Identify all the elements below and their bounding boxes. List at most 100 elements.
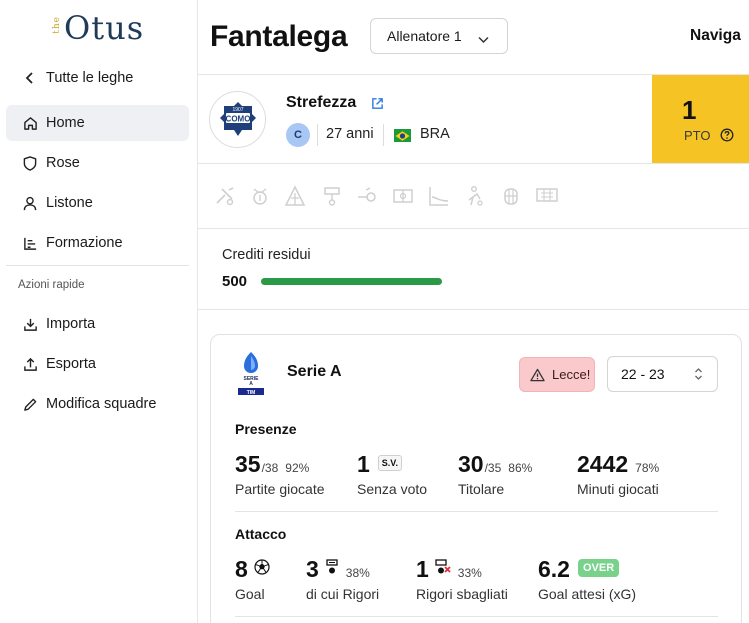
- stat-label: di cui Rigori: [306, 586, 380, 602]
- stat-partite-giocate: 35/38 92% Partite giocate: [235, 451, 325, 497]
- penalty-icon: [325, 559, 339, 580]
- pencil-icon: [22, 396, 38, 412]
- stat-value: 6.2: [538, 556, 570, 582]
- points-value: 1: [682, 95, 697, 125]
- chevron-updown-icon: [694, 367, 703, 384]
- stats-icon-strip: [198, 164, 749, 229]
- stat-value: 1: [416, 556, 429, 582]
- svg-text:COMO: COMO: [225, 114, 250, 123]
- otus-logo[interactable]: the Otus: [52, 10, 152, 46]
- stat-label: Titolare: [458, 481, 505, 497]
- user-icon: [22, 195, 38, 211]
- missed-penalty-icon: [435, 559, 451, 580]
- coach-select[interactable]: Allenatore 1: [370, 18, 508, 54]
- pitch-icon[interactable]: [284, 185, 306, 207]
- brazil-flag-icon: [394, 129, 411, 142]
- page-title: Fantalega: [210, 20, 348, 53]
- quick-action-esporta[interactable]: Esporta: [6, 346, 189, 382]
- warning-icon: [530, 368, 545, 382]
- trend-icon[interactable]: [428, 185, 450, 207]
- divider: [383, 124, 384, 146]
- attacco-heading: Attacco: [235, 526, 287, 542]
- coach-select-value: Allenatore 1: [387, 28, 462, 44]
- team-badge-label: Lecce!: [552, 367, 591, 382]
- quick-action-label: Importa: [46, 316, 96, 332]
- stat-label: Goal attesi (xG): [538, 586, 637, 602]
- divider: [235, 616, 718, 617]
- serie-a-logo: SERIE A TIM: [236, 350, 266, 396]
- sidebar-item-label: Rose: [46, 155, 80, 171]
- chevron-down-icon: [478, 31, 489, 47]
- stat-label: Senza voto: [357, 481, 428, 497]
- credits-section: Crediti residui 500: [198, 229, 749, 310]
- stat-minuti-giocati: 2442 78% Minuti giocati: [577, 451, 659, 497]
- page-header: Fantalega Allenatore 1 Naviga: [198, 0, 749, 75]
- player-age: 27 anni: [326, 126, 374, 142]
- sidebar-item-home[interactable]: Home: [6, 105, 189, 141]
- formation-icon: [22, 235, 38, 251]
- stat-value: 30: [458, 451, 484, 477]
- stat-rigori: 3 38% di cui Rigori: [306, 556, 379, 602]
- sidebar-item-formazione[interactable]: Formazione: [6, 225, 189, 261]
- field-icon[interactable]: [392, 185, 414, 207]
- points-label: PTO: [684, 128, 711, 143]
- stat-percentage: 86%: [508, 461, 533, 475]
- stat-label: Goal: [235, 586, 265, 602]
- stat-label: Partite giocate: [235, 481, 325, 497]
- help-icon[interactable]: [720, 128, 734, 147]
- divider: [317, 124, 318, 146]
- sidebar-item-label: Formazione: [46, 235, 123, 251]
- player-name: Strefezza: [286, 94, 357, 111]
- stat-value: 1: [357, 451, 370, 477]
- credits-progress-bar: [261, 278, 442, 285]
- quick-action-importa[interactable]: Importa: [6, 306, 189, 342]
- external-link-icon[interactable]: [371, 97, 384, 115]
- logo-name: Otus: [64, 9, 145, 47]
- stat-rigori-sbagliati: 1 33% Rigori sbagliati: [416, 556, 508, 602]
- club-logo: COMO 1907: [209, 91, 266, 148]
- stat-value: 3: [306, 556, 319, 582]
- season-select[interactable]: 22 - 23: [607, 356, 718, 392]
- net-icon[interactable]: [536, 185, 558, 207]
- over-tag: OVER: [577, 559, 620, 577]
- season-value: 22 - 23: [621, 366, 665, 382]
- ball-icon[interactable]: [249, 185, 271, 207]
- sidebar-item-listone[interactable]: Listone: [6, 185, 189, 221]
- sidebar-item-rose[interactable]: Rose: [6, 145, 189, 181]
- como-crest-icon: COMO 1907: [219, 101, 256, 136]
- stat-value: 8: [235, 556, 248, 582]
- presenze-heading: Presenze: [235, 421, 297, 437]
- sidebar: the Otus Tutte le leghe Home Rose Liston…: [0, 0, 198, 623]
- dribble-icon[interactable]: [214, 185, 236, 207]
- svg-text:SERIE: SERIE: [243, 376, 259, 382]
- stat-total: /38: [261, 461, 279, 475]
- stat-total: /35: [484, 461, 502, 475]
- penalty-icon[interactable]: [321, 185, 343, 207]
- stat-value: 35: [235, 451, 261, 477]
- stat-label: Rigori sbagliati: [416, 586, 508, 602]
- divider: [235, 511, 718, 512]
- navigate-menu[interactable]: Naviga: [690, 27, 741, 44]
- credits-value: 500: [222, 273, 248, 290]
- team-badge[interactable]: Lecce!: [519, 357, 595, 392]
- sidebar-item-label: Home: [46, 115, 85, 131]
- player-icon[interactable]: [464, 185, 486, 207]
- league-name: Serie A: [287, 363, 342, 380]
- quick-action-modifica-squadre[interactable]: Modifica squadre: [6, 386, 189, 422]
- shield-icon: [22, 155, 38, 171]
- quick-action-label: Modifica squadre: [46, 396, 157, 412]
- credits-label: Crediti residui: [222, 247, 311, 263]
- assist-icon[interactable]: [356, 185, 378, 207]
- soccer-ball-icon: [254, 559, 270, 580]
- stat-percentage: 38%: [345, 566, 370, 580]
- player-nationality: BRA: [420, 126, 450, 142]
- sidebar-item-label: Listone: [46, 195, 93, 211]
- stat-goal: 8 Goal: [235, 556, 270, 602]
- back-to-leagues-link[interactable]: Tutte le leghe: [6, 60, 189, 96]
- season-stats-card: SERIE A TIM Serie A Lecce! 22 - 23 Prese…: [210, 334, 742, 623]
- download-icon: [22, 316, 38, 332]
- quick-action-label: Esporta: [46, 356, 96, 372]
- stat-percentage: 92%: [285, 461, 310, 475]
- stat-label: Minuti giocati: [577, 481, 659, 497]
- goal-icon[interactable]: [500, 185, 522, 207]
